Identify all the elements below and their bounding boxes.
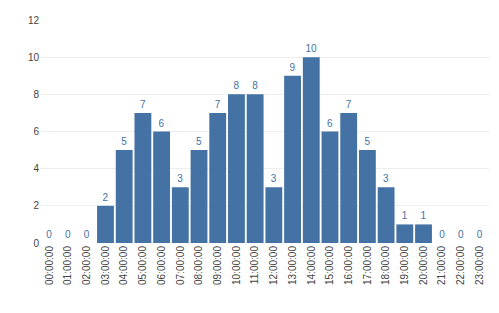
svg-text:1: 1: [402, 210, 408, 221]
svg-text:6: 6: [327, 118, 333, 129]
svg-text:20:00:00: 20:00:00: [418, 246, 429, 285]
svg-text:8: 8: [233, 80, 239, 91]
svg-text:06:00:00: 06:00:00: [156, 246, 167, 285]
svg-text:0: 0: [46, 229, 52, 240]
svg-text:2: 2: [102, 192, 108, 203]
svg-text:4: 4: [33, 163, 39, 174]
svg-text:5: 5: [121, 136, 127, 147]
svg-text:0: 0: [84, 229, 90, 240]
svg-text:18:00:00: 18:00:00: [380, 246, 391, 285]
svg-text:09:00:00: 09:00:00: [212, 246, 223, 285]
svg-text:10: 10: [28, 52, 40, 63]
svg-text:3: 3: [271, 173, 277, 184]
svg-text:0: 0: [65, 229, 71, 240]
svg-text:1: 1: [421, 210, 427, 221]
svg-text:6: 6: [159, 118, 165, 129]
svg-text:7: 7: [215, 99, 221, 110]
svg-text:5: 5: [196, 136, 202, 147]
svg-text:19:00:00: 19:00:00: [399, 246, 410, 285]
svg-text:2: 2: [33, 200, 39, 211]
svg-text:07:00:00: 07:00:00: [175, 246, 186, 285]
svg-text:11:00:00: 11:00:00: [249, 246, 260, 285]
svg-text:0: 0: [33, 238, 39, 249]
svg-text:08:00:00: 08:00:00: [193, 246, 204, 285]
svg-text:12:00:00: 12:00:00: [268, 246, 279, 285]
svg-text:21:00:00: 21:00:00: [436, 246, 447, 285]
svg-text:0: 0: [477, 229, 483, 240]
svg-text:02:00:00: 02:00:00: [81, 246, 92, 285]
svg-text:17:00:00: 17:00:00: [362, 246, 373, 285]
svg-text:0: 0: [458, 229, 464, 240]
svg-text:00:00:00: 00:00:00: [44, 246, 55, 285]
svg-text:7: 7: [140, 99, 146, 110]
svg-text:16:00:00: 16:00:00: [343, 246, 354, 285]
svg-text:6: 6: [33, 126, 39, 137]
svg-text:05:00:00: 05:00:00: [137, 246, 148, 285]
svg-text:15:00:00: 15:00:00: [324, 246, 335, 285]
svg-text:14:00:00: 14:00:00: [306, 246, 317, 285]
svg-text:8: 8: [252, 80, 258, 91]
svg-text:12: 12: [28, 15, 40, 26]
svg-text:5: 5: [364, 136, 370, 147]
svg-text:04:00:00: 04:00:00: [118, 246, 129, 285]
svg-text:01:00:00: 01:00:00: [62, 246, 73, 285]
svg-text:10: 10: [305, 43, 317, 54]
svg-text:3: 3: [177, 173, 183, 184]
svg-text:13:00:00: 13:00:00: [287, 246, 298, 285]
svg-text:7: 7: [346, 99, 352, 110]
svg-text:03:00:00: 03:00:00: [100, 246, 111, 285]
svg-text:8: 8: [33, 89, 39, 100]
svg-text:9: 9: [290, 62, 296, 73]
svg-text:22:00:00: 22:00:00: [455, 246, 466, 285]
svg-text:23:00:00: 23:00:00: [474, 246, 485, 285]
svg-text:3: 3: [383, 173, 389, 184]
svg-text:10:00:00: 10:00:00: [231, 246, 242, 285]
svg-text:0: 0: [439, 229, 445, 240]
